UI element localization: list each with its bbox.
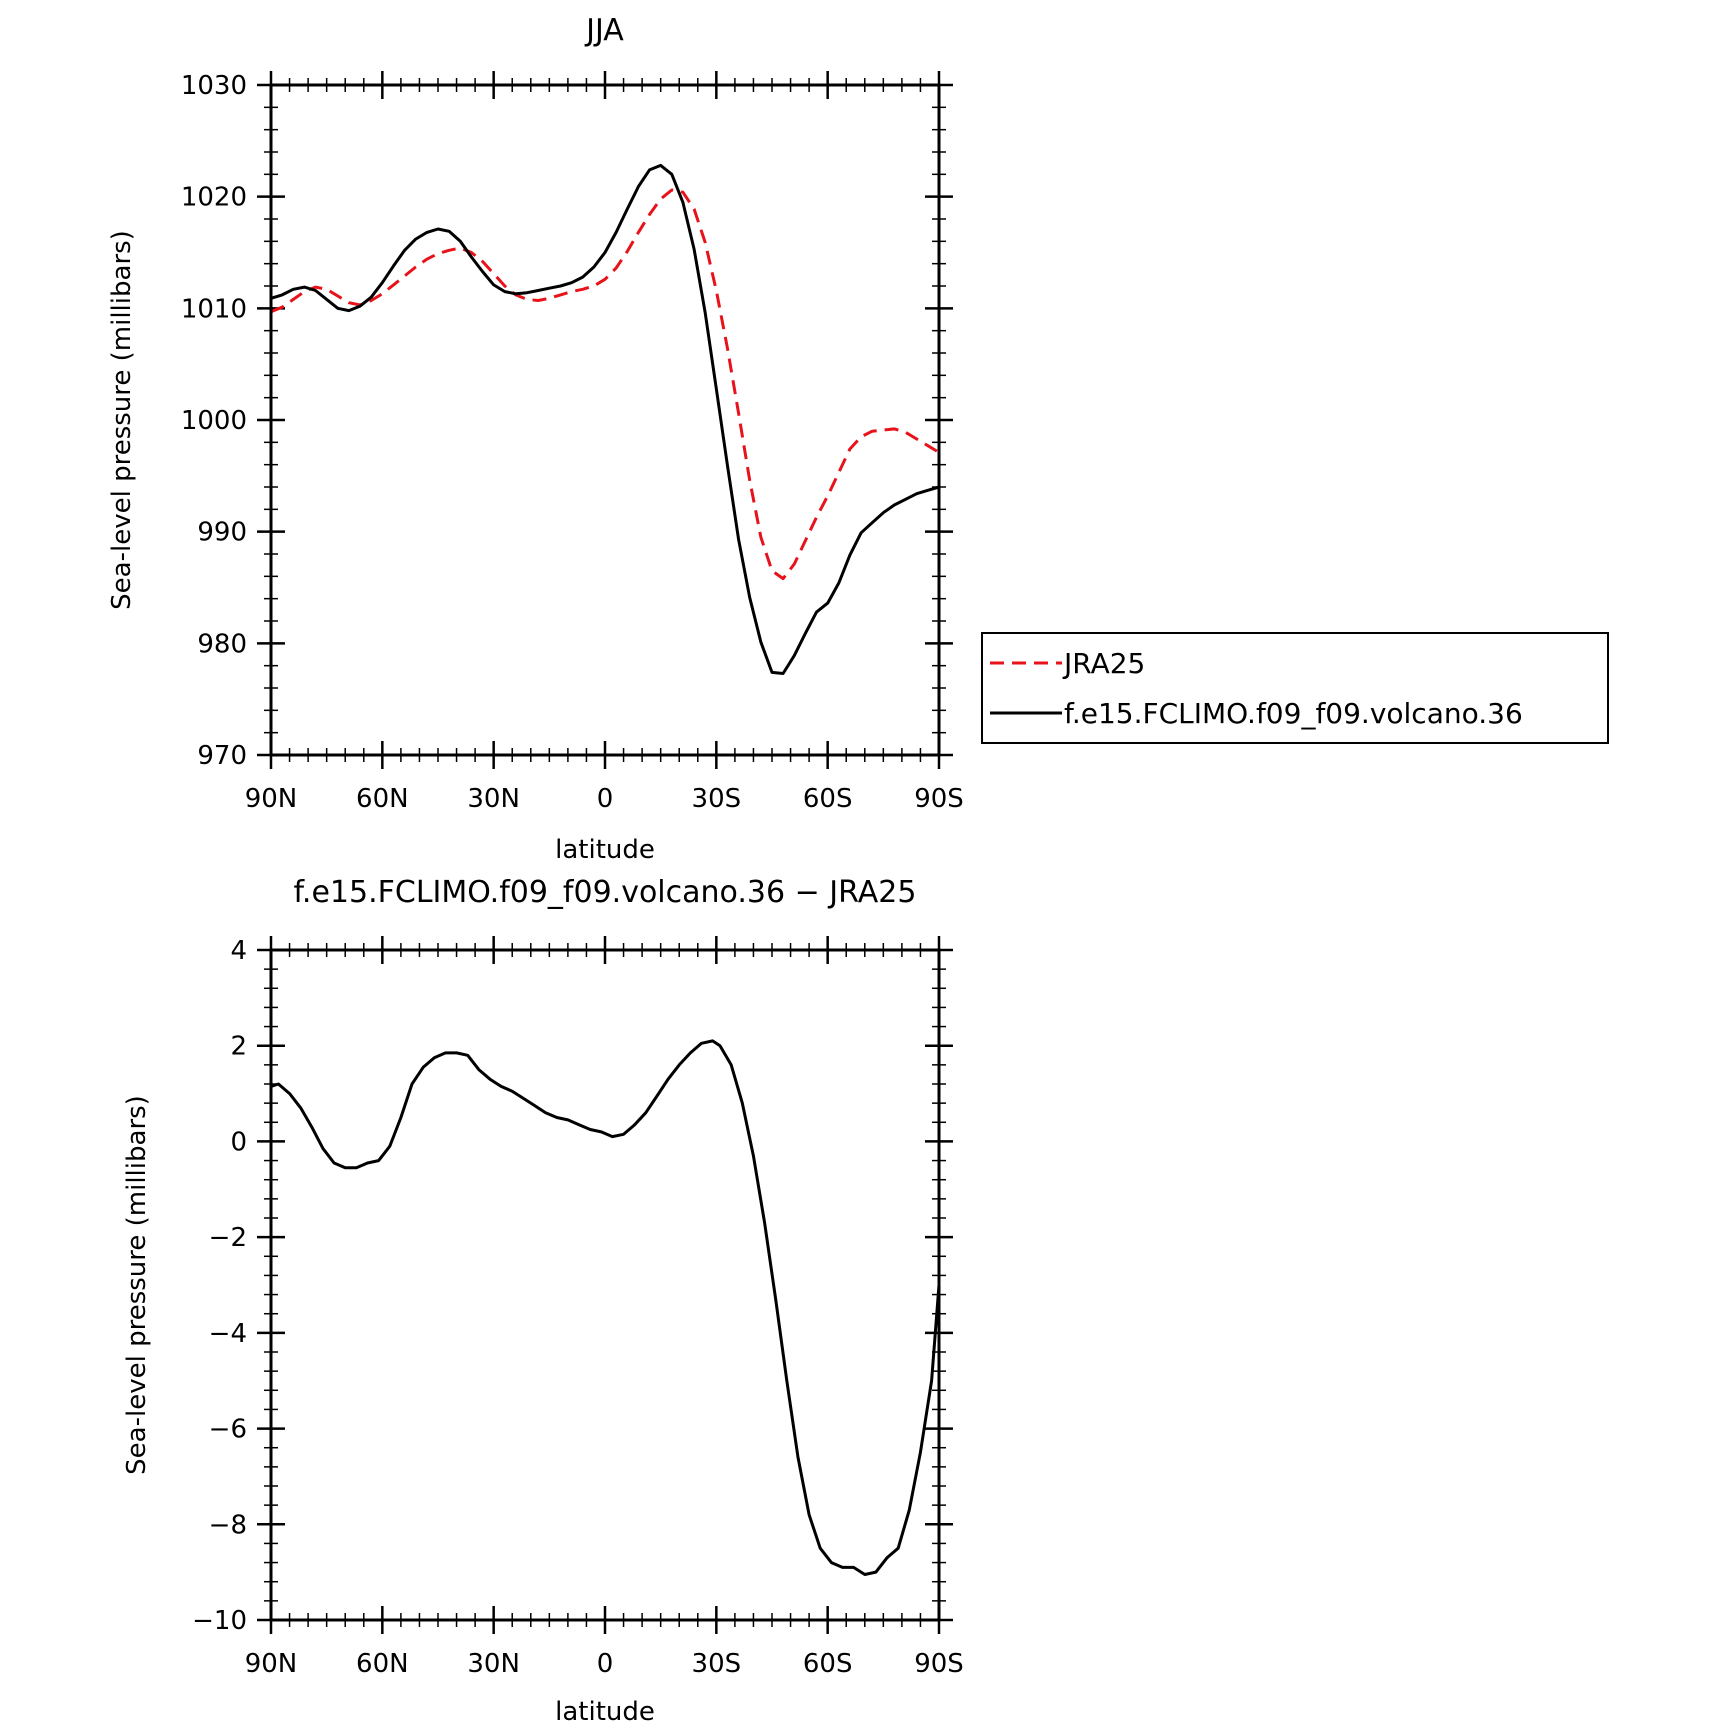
series-line-model: [270, 1039, 941, 1576]
x-tick-label: 30N: [467, 784, 520, 814]
y-tick-label: 0: [230, 1127, 247, 1157]
x-tick-label: 60N: [356, 784, 409, 814]
bottom-chart-series: [270, 1039, 941, 1576]
x-tick-label: 90S: [914, 1649, 964, 1679]
x-tick-label: 0: [597, 1649, 614, 1679]
y-tick-label: 990: [197, 518, 247, 548]
legend-label-model: f.e15.FCLIMO.f09_f09.volcano.36: [1064, 697, 1523, 730]
top-chart-panel: JJA 90N 60N 30N 0 30S 60S 90S 970 980 990 1000 101…: [107, 13, 1609, 865]
y-tick-label: 2: [230, 1032, 247, 1062]
y-tick-label: −10: [192, 1606, 247, 1636]
y-tick-label: 1030: [181, 71, 247, 101]
bottom-chart-y-axis-label: Sea-level pressure (millibars): [122, 1095, 152, 1475]
y-tick-label: 970: [197, 741, 247, 771]
bottom-chart-plot-frame: [269, 948, 941, 1622]
x-tick-label: 60S: [803, 784, 853, 814]
x-tick-label: 30S: [692, 1649, 742, 1679]
y-tick-label: −6: [209, 1415, 247, 1445]
series-line-jra25: [270, 188, 940, 581]
legend-box: [981, 632, 1609, 744]
x-tick-label: 90S: [914, 784, 964, 814]
y-tick-label: 4: [230, 936, 247, 966]
top-chart-plot-frame: [269, 83, 941, 757]
y-tick-label: −4: [209, 1319, 247, 1349]
bottom-chart-y-tick-labels: −10 −8 −6 −4 −2 0 2 4: [192, 936, 247, 1636]
x-tick-label: 60S: [803, 1649, 853, 1679]
top-chart-legend: JRA25 f.e15.FCLIMO.f09_f09.volcano.36: [981, 632, 1609, 744]
bottom-chart-title: f.e15.FCLIMO.f09_f09.volcano.36 − JRA25: [294, 875, 917, 910]
series-line-model: [270, 163, 940, 675]
top-chart-x-axis-label: latitude: [555, 835, 655, 865]
x-tick-label: 60N: [356, 1649, 409, 1679]
bottom-chart-panel: f.e15.FCLIMO.f09_f09.volcano.36 − JRA25 …: [122, 875, 964, 1727]
x-tick-label: 30N: [467, 1649, 520, 1679]
top-chart-x-tick-labels: 90N 60N 30N 0 30S 60S 90S: [245, 784, 964, 814]
x-tick-label: 0: [597, 784, 614, 814]
x-tick-label: 30S: [692, 784, 742, 814]
top-chart-y-axis-label: Sea-level pressure (millibars): [107, 230, 137, 610]
y-tick-label: −8: [209, 1510, 247, 1540]
x-tick-label: 90N: [245, 784, 298, 814]
bottom-chart-x-tick-labels: 90N 60N 30N 0 30S 60S 90S: [245, 1649, 964, 1679]
top-chart-series: [270, 163, 940, 675]
legend-label-jra25: JRA25: [1062, 647, 1145, 680]
y-tick-label: 980: [197, 629, 247, 659]
top-chart-y-tick-labels: 970 980 990 1000 1010 1020 1030: [181, 71, 247, 771]
bottom-chart-x-axis-label: latitude: [555, 1697, 655, 1727]
x-tick-label: 90N: [245, 1649, 298, 1679]
y-tick-label: 1020: [181, 183, 247, 213]
y-tick-label: 1010: [181, 294, 247, 324]
top-chart-title: JJA: [584, 13, 624, 48]
y-tick-label: 1000: [181, 406, 247, 436]
y-tick-label: −2: [209, 1223, 247, 1253]
